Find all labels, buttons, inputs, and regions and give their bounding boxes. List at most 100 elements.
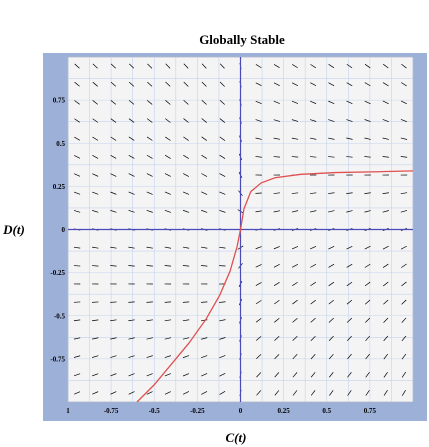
vector-arrow [328,299,335,305]
vector-arrow [128,191,135,195]
vector-arrow [292,64,298,69]
vector-arrow [219,118,226,123]
vector-arrow [183,118,189,123]
vector-arrow [328,119,335,122]
vector-arrow [146,373,153,377]
vector-arrow [328,353,334,360]
vector-arrow [200,265,208,267]
vector-arrow [183,81,189,87]
vector-arrow [310,263,317,268]
vector-arrow [73,373,81,377]
vector-arrow [128,391,135,395]
vector-arrow [400,156,408,158]
y-tick-labels: 0.75 0.5 0.25 0 -0.25 -0.5 -0.75 [50,97,65,364]
vector-arrow [382,210,389,213]
vector-arrow [273,100,280,104]
y-axis-label: D(t) [2,222,25,237]
vector-arrow [73,319,81,322]
vector-arrow [292,390,298,396]
vector-arrow [201,373,208,377]
vector-arrow [346,119,353,122]
vector-arrow [291,156,299,158]
vector-arrow [164,373,171,377]
vector-arrow [164,265,172,267]
vector-arrow [274,299,280,305]
vector-arrow [128,373,135,377]
vector-arrow [147,100,153,105]
vector-arrow [165,118,171,123]
vector-arrow [291,100,299,104]
vector-arrow [274,317,280,323]
vector-arrow [292,317,298,323]
vector-arrow [92,136,99,141]
vector-arrow [291,210,299,213]
x-tick-label: 0.25 [278,407,291,415]
vector-arrow [73,337,81,340]
vector-arrow [128,100,135,105]
vector-arrow [164,319,172,322]
vector-arrow [183,391,190,395]
vector-arrow [328,64,335,69]
vector-arrow [92,100,98,105]
vector-arrow [382,245,389,250]
vector-arrow [146,136,153,141]
vector-arrow [92,63,98,69]
vector-arrow [219,355,226,359]
vector-arrow [346,192,353,194]
vector-arrow [110,100,117,105]
vector-arrow [346,299,353,305]
vector-arrow [128,355,135,358]
vector-arrow [110,337,117,340]
vector-arrow [164,191,171,195]
vector-arrow [73,265,81,267]
y-tick-label: 0.75 [53,97,66,105]
vector-arrow [329,390,334,396]
vector-arrow [346,245,353,250]
vector-arrow [74,100,80,105]
vector-arrow [365,390,370,396]
vector-arrow [128,337,135,340]
vector-arrow [273,281,280,286]
vector-arrow [164,337,172,340]
x-tick-label: -0.5 [149,407,161,415]
x-axis-label: C(t) [226,430,247,445]
vector-arrow [347,372,352,378]
vector-arrow [74,391,81,395]
vector-arrow [383,281,389,287]
vector-arrow [273,192,281,194]
vector-arrow [273,246,280,250]
vector-arrow [401,353,407,360]
vector-arrow [92,173,99,177]
vector-arrow [329,372,334,378]
vector-arrow [219,100,225,105]
x-tick-label: 0.5 [322,407,331,415]
vector-arrow [146,173,153,177]
vector-arrow [110,355,117,358]
x-tick-labels: 1 -0.75 -0.5 -0.25 0 0.25 0.5 0.75 [66,407,376,415]
vector-arrow [128,118,135,123]
vector-arrow [219,81,225,87]
y-tick-label: -0.75 [50,355,65,363]
y-tick-label: 0 [62,226,66,234]
vector-arrow [291,137,299,140]
vector-arrow [219,191,226,195]
vector-arrow [110,246,117,249]
trajectory-line [136,170,414,403]
vector-arrow [92,118,99,123]
vector-arrow [255,336,262,341]
vector-arrow [255,210,262,213]
vector-arrow [383,353,389,360]
vector-arrow [328,137,335,140]
vector-arrow [383,299,389,305]
vector-arrow [219,209,226,213]
vector-arrow [92,191,99,195]
vector-arrow [328,281,335,287]
vector-arrow [183,173,190,177]
vector-arrow [364,119,371,122]
vector-arrow [219,63,225,69]
vector-arrow [256,372,262,378]
x-tick-label: 0 [239,407,243,415]
vector-arrow [346,210,353,213]
vector-arrow [182,355,190,358]
chart-title: Globally Stable [199,32,285,47]
